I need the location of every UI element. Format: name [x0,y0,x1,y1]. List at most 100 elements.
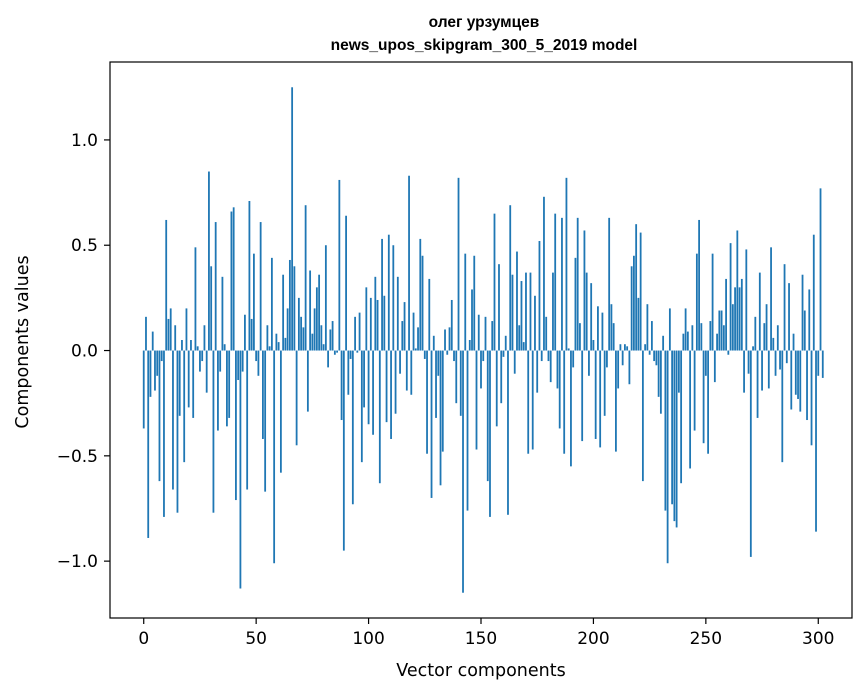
bar [779,350,781,370]
bar [356,350,359,353]
bar [142,350,145,429]
bar [747,350,750,374]
bar [360,350,363,463]
bar [594,350,597,439]
y-tick-label: 0.5 [71,236,98,256]
bar [761,350,763,391]
bar [192,350,195,418]
bar [392,245,395,351]
bar [333,350,336,355]
bar [486,350,489,482]
bar [311,333,314,351]
bar [711,253,714,351]
bar [174,325,177,351]
bar [210,266,213,351]
bar [803,310,806,351]
bar [291,87,294,351]
bar [372,350,374,435]
bar [257,350,260,376]
bar [437,350,440,376]
bar [219,350,222,372]
bar [194,247,197,351]
bar [792,333,795,351]
bar [720,310,723,351]
bar [776,325,779,351]
bar [275,333,278,351]
bar [743,350,745,393]
bar [619,344,622,351]
bar [489,350,491,517]
x-tick-label: 100 [352,629,384,649]
bar [677,350,680,393]
bar [151,331,154,351]
bar [342,350,345,551]
bar [722,325,725,351]
bar [196,346,199,351]
bar [338,179,341,351]
bar [801,274,804,351]
bar [444,329,446,351]
bar [347,350,350,395]
bar [441,350,444,452]
bar [740,278,743,351]
bar [563,350,566,454]
bar [480,350,482,389]
bar [682,333,685,351]
bar [808,289,811,351]
bar [718,310,721,351]
bar [770,247,772,351]
bar [405,350,408,391]
bar [471,289,473,351]
bar [698,219,700,351]
bar [345,215,347,351]
bar [306,350,309,412]
bar [815,350,817,532]
bar [295,350,298,446]
bar [603,350,606,416]
bar [556,350,559,389]
bar [500,350,503,404]
x-tick-label: 250 [690,629,722,649]
bar [588,350,590,376]
bar [509,205,512,351]
bar [812,234,815,351]
bar [691,325,694,351]
bar [534,295,536,351]
bar [324,245,327,351]
bar [549,350,552,383]
bar [160,350,163,362]
bar [817,350,820,376]
bar [621,350,624,366]
bar [806,350,808,421]
bar [250,318,253,351]
bar [581,350,584,442]
bar [502,350,505,357]
bar [592,340,595,351]
bar [774,350,777,376]
bar [288,259,291,351]
bar [309,270,312,351]
bar [644,344,647,351]
bar [439,350,442,486]
bar [259,222,262,351]
bar [731,304,734,351]
bar [428,278,431,351]
bar [608,217,611,351]
bar [349,350,352,359]
bar [181,340,183,351]
bar [230,211,233,351]
bar [297,297,300,351]
bar [657,350,660,397]
bar [327,350,329,368]
bar [790,350,793,410]
bar [473,255,476,351]
bar [781,350,784,463]
bar [504,335,507,351]
bar [695,253,698,351]
bar [468,340,471,351]
bar [547,350,550,362]
chart-subtitle: news_upos_skipgram_300_5_2019 model [331,37,638,54]
bar-series [142,87,824,593]
bar [419,238,422,351]
